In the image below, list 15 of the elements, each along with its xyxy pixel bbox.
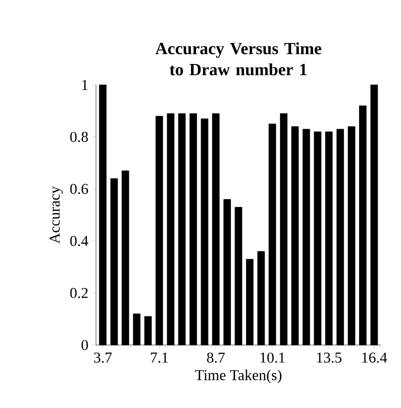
x-axis-title: Time Taken(s) xyxy=(195,370,282,384)
y-tick-label: 0 xyxy=(82,340,88,350)
y-axis-title: Accuracy xyxy=(50,186,63,244)
y-tick-label: 0.4 xyxy=(70,236,88,246)
x-tick-label: 7.1 xyxy=(150,352,168,363)
x-tick-label: 13.5 xyxy=(317,352,342,363)
chart-title: Accuracy Versus Time to Draw number 1 xyxy=(155,42,322,76)
x-tick-label: 3.7 xyxy=(94,352,112,363)
x-tick-label: 10.1 xyxy=(260,352,285,363)
y-tick-label: 0.2 xyxy=(70,288,88,298)
y-tick-label: 0.6 xyxy=(70,184,88,194)
y-tick-label: 0.8 xyxy=(70,132,88,142)
x-tick-label: 8.7 xyxy=(207,352,225,363)
y-tick-label: 1 xyxy=(82,80,88,90)
x-tick-label: 16.4 xyxy=(362,352,388,363)
